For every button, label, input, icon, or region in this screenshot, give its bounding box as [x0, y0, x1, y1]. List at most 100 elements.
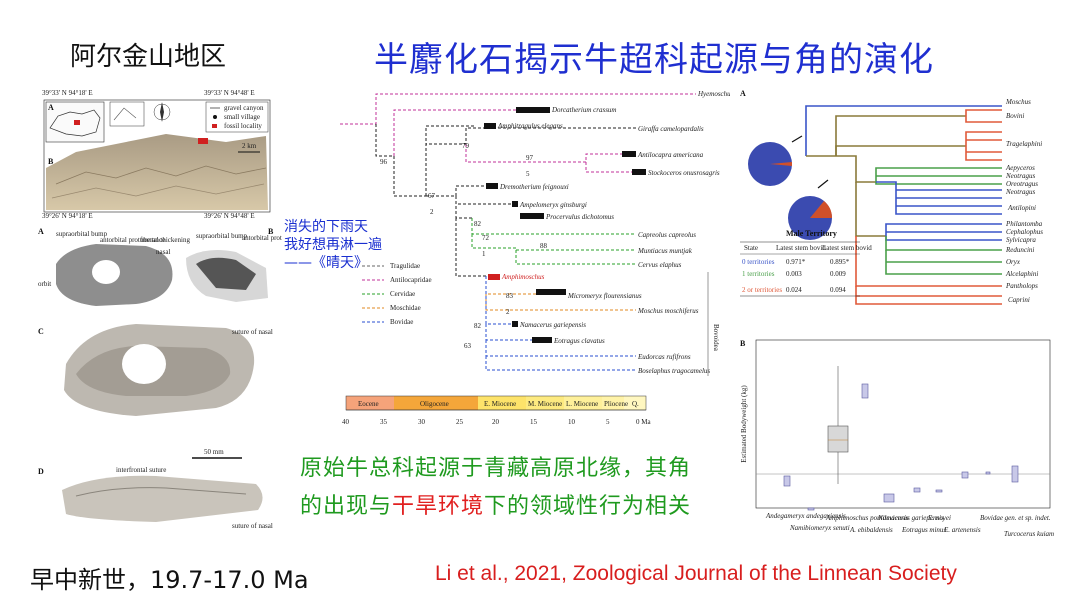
clade-label-5: Neotragus [1005, 172, 1035, 180]
taxon-18: Eudorcas rufifrons [637, 353, 691, 361]
epoch-2: Oligocene [420, 400, 449, 408]
epoch-7: Q. [632, 400, 639, 408]
bovid-panel-a: A [740, 89, 746, 98]
map-panel-a: A [48, 103, 54, 112]
taxon-1: Hyemoschus aquaticus [697, 90, 730, 98]
skull-label-c: C [38, 327, 44, 336]
taxon-4: Giraffa camelopardalis [638, 125, 704, 133]
conclusion-line-2: 的出现与干旱环境下的领域性行为相关 [300, 488, 691, 526]
conclusion-line-2a: 的出现与 [300, 494, 393, 519]
tick-25: 25 [456, 418, 464, 426]
map-figure: 39°33' N 94°18' E 39°33' N 94°48' E A gr… [36, 88, 278, 220]
boxplot-figure: B Estimated Bodyweight (kg) Andegameryx … [740, 339, 1054, 538]
node-label-8: 88 [540, 242, 548, 250]
skull-ann-5: orbit [38, 280, 51, 288]
table-r2c3: 0.009 [830, 270, 846, 278]
legend-family-1: Tragulidae [390, 262, 420, 270]
tick-40: 40 [342, 418, 350, 426]
node-label-2: 67 [428, 192, 436, 200]
node-label-5: 97 [526, 154, 534, 162]
conclusion-text: 原始牛总科起源于青藏高原北缘，其角 的出现与干旱环境下的领域性行为相关 [300, 450, 691, 526]
pie-chart-1 [748, 142, 792, 186]
clade-label-8: Antilopini [1007, 204, 1036, 212]
node-label-3: 2 [430, 208, 434, 216]
slide-title: 半麝化石揭示牛超科起源与角的演化 [374, 40, 934, 80]
legend-family-3: Cervidae [390, 290, 415, 298]
pie-chart-2 [788, 196, 832, 240]
clade-label-15: Pantholops [1005, 282, 1038, 290]
taxon-15: Moschus moschiferus [637, 307, 699, 315]
boxplot-panel-b: B [740, 339, 746, 348]
boxplot-ylabel: Estimated Bodyweight (kg) [740, 385, 748, 463]
taxon-16: Namacerus gariepensis [519, 321, 586, 329]
clade-label-10: Cephalophus [1006, 228, 1043, 236]
taxon-11: Muntiacus muntjak [637, 247, 693, 255]
taxon-3: Amphitragulus elegans [497, 122, 563, 130]
map-coord-bl: 39°26' N 94°18' E [42, 212, 93, 220]
quote-line-3: ——《晴天》 [284, 255, 368, 271]
tick-20: 20 [492, 418, 500, 426]
boxplot-cat-10: Turcocerus kuiamagaiensis [1004, 530, 1054, 538]
taxon-9: Procervulus dichotomus [545, 213, 614, 221]
territory-table: Male Territory State Latest stem bovid L… [740, 229, 872, 297]
conclusion-line-2b: 下的领域性行为相关 [484, 494, 692, 519]
quote-line-2: 我好想再淋一遍 [284, 237, 382, 253]
boxplot-cat-9: Bovidae gen. et sp. indet. [980, 514, 1051, 522]
node-label-10: 82 [474, 220, 482, 228]
table-r2c2: 0.003 [786, 270, 802, 278]
taxon-17: Eotragus clavatus [553, 337, 605, 345]
node-label-12: 2 [506, 308, 510, 316]
boxplot-cat-8: E. artenensis [943, 526, 981, 534]
skull-figures: A supraorbital bump antorbital protubera… [38, 227, 282, 530]
conclusion-line-1: 原始牛总科起源于青藏高原北缘，其角 [300, 456, 692, 481]
skull-ann-7: antorbital protuberance [242, 234, 282, 242]
map-scale: 2 km [242, 142, 257, 150]
clade-label-3: Tragelaphini [1006, 140, 1042, 148]
table-title: Male Territory [786, 229, 837, 238]
taxon-14: Micromeryx flourensianus [567, 292, 642, 300]
table-r1c2: 0.971* [786, 258, 806, 266]
table-header-3: Latest stem bovid [822, 244, 872, 252]
boxplot-cat-5: Namacerus gariepensis [877, 514, 944, 522]
clade-label-12: Reduncini [1005, 246, 1034, 254]
phylogeny-figure: Hyemoschus aquaticus Dorcatherium crassu… [340, 90, 730, 426]
skull-ann-10: suture of nasal [232, 522, 273, 530]
boxplot-cat-7: E. noyei [927, 514, 951, 522]
node-label-14: 63 [464, 342, 472, 350]
epoch-6: Pliocene [604, 400, 628, 408]
table-header-2: Latest stem bovid [776, 244, 826, 252]
region-label: 阿尔金山地区 [70, 42, 227, 72]
skull-ann-9: interfrontal suture [116, 466, 166, 474]
map-coord-tr: 39°33' N 94°48' E [204, 89, 255, 97]
table-r3c2: 0.024 [786, 286, 802, 294]
taxon-8: Ampelomeryx ginsburgi [519, 201, 587, 209]
citation: Li et al., 2021, Zoological Journal of t… [435, 562, 957, 585]
age-range: 早中新世，19.7-17.0 Ma [30, 566, 309, 594]
table-r3c1: 2 or territories [742, 286, 782, 294]
clade-label-9: Philantomba [1005, 220, 1043, 228]
map-legend-2: small village [224, 113, 260, 121]
boxplot-cat-4: A. ebibaldensis [849, 526, 893, 534]
clade-label-2: Bovini [1006, 112, 1024, 120]
table-r3c3: 0.094 [830, 286, 846, 294]
epoch-5: L. Miocene [566, 400, 598, 408]
boxplot-cat-2: Namibiomeryx senuti [789, 524, 850, 532]
legend-family-5: Bovidae [390, 318, 413, 326]
tick-0: 0 Ma [636, 418, 651, 426]
skull-label-b: B [268, 227, 274, 236]
taxon-6: Stockoceros onusrosagris [648, 169, 720, 177]
tick-35: 35 [380, 418, 388, 426]
lyric-quote: 消失的下雨天 我好想再淋一遍 ——《晴天》 [284, 218, 382, 272]
taxon-10: Capreolus capreolus [638, 231, 696, 239]
bovoidea-label: Bovoidea [712, 324, 720, 352]
bovid-tree-figure: A Moschus Bovini Tragelaphini Aepyceros … [740, 89, 1043, 305]
skull-label-d: D [38, 467, 44, 476]
epoch-4: M. Miocene [528, 400, 562, 408]
boxplot-cat-1: Andegameryx andegaviensis [765, 512, 846, 520]
node-label-11: 83 [506, 292, 514, 300]
node-label-4: 79 [462, 142, 470, 150]
node-label-7: 72 [482, 234, 490, 242]
map-coord-tl: 39°33' N 94°18' E [42, 89, 93, 97]
clade-label-4: Aepyceros [1005, 164, 1035, 172]
legend-family-2: Antilocapridae [390, 276, 432, 284]
